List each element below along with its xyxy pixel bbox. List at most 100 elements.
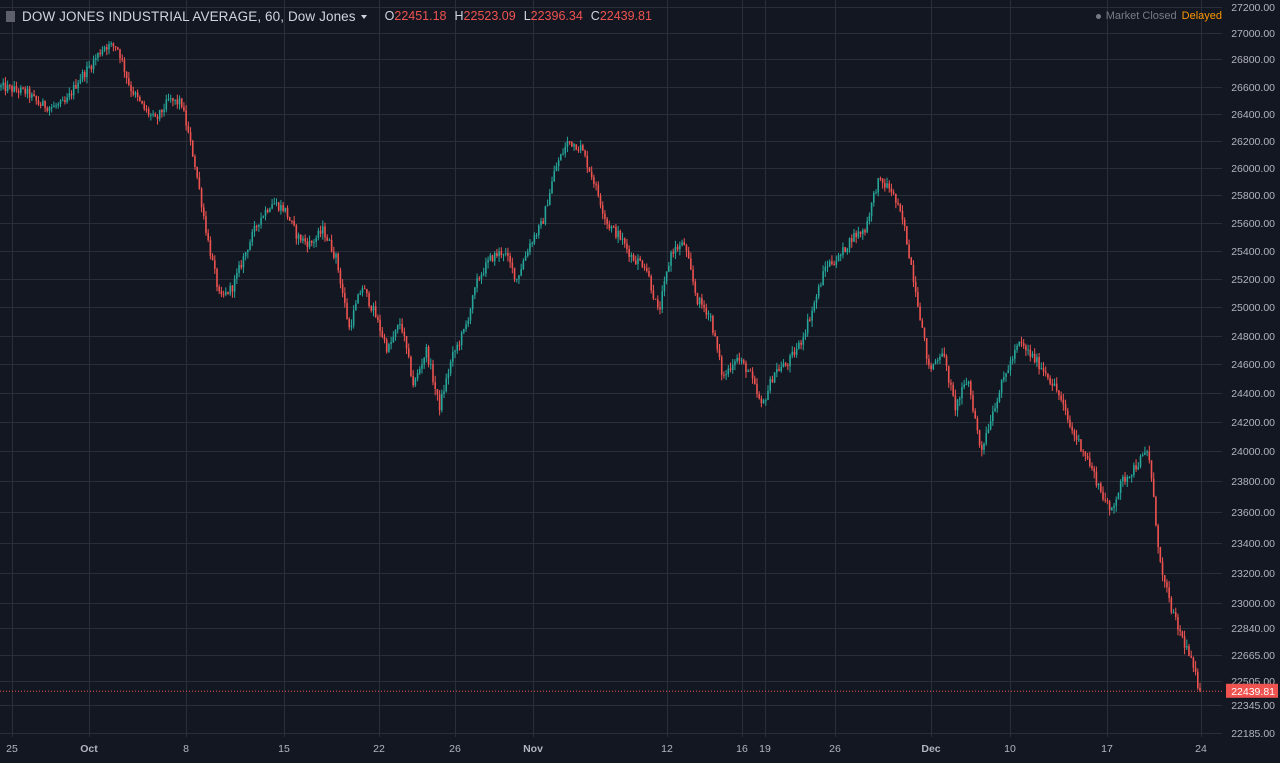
candle [969, 379, 972, 400]
x-tick-label: Nov [523, 743, 543, 755]
candle [582, 143, 584, 151]
candle [952, 381, 954, 397]
candle [502, 253, 505, 262]
price-axis[interactable]: 27200.00 27000.00 26800.00 26600.00 26400.00… [1231, 2, 1275, 740]
candle [965, 377, 968, 386]
candle [405, 335, 408, 354]
candle [683, 238, 686, 246]
candle [471, 294, 474, 314]
candle [231, 284, 234, 298]
candle [846, 247, 849, 255]
y-tick-label: 23000.00 [1231, 598, 1275, 610]
candle [586, 150, 589, 173]
candle [255, 224, 258, 232]
candle [601, 201, 604, 220]
candle [791, 346, 794, 359]
candle [848, 237, 851, 253]
candle [588, 166, 591, 172]
candle [20, 85, 22, 96]
candle [694, 278, 697, 297]
candle [90, 64, 93, 73]
candle [579, 140, 582, 154]
y-tick-label: 24600.00 [1231, 359, 1275, 371]
x-tick-label: 26 [829, 743, 841, 755]
candle [145, 105, 148, 113]
x-tick-label: 12 [661, 743, 673, 755]
candle [447, 368, 450, 385]
candle [53, 101, 55, 108]
candle [507, 247, 509, 262]
time-axis[interactable]: 25 Oct 8 15 22 26 Nov 12 16 19 26 Dec 10 17 24 [6, 743, 1207, 755]
y-tick-label: 27200.00 [1231, 2, 1275, 14]
candle [83, 69, 86, 82]
candle [787, 362, 789, 371]
candle [1181, 630, 1184, 639]
caret-down-icon[interactable] [360, 15, 367, 19]
y-tick-label: 27000.00 [1231, 28, 1275, 40]
candle [341, 279, 344, 298]
candle [112, 42, 115, 52]
candle [1163, 575, 1166, 588]
y-tick-label: 24400.00 [1231, 388, 1275, 400]
y-tick-label: 22185.00 [1231, 728, 1275, 740]
candle [141, 100, 143, 105]
candle [804, 329, 807, 340]
candle [1144, 446, 1146, 456]
candle [670, 250, 672, 272]
grid-lines [0, 0, 1222, 737]
candle [1058, 390, 1060, 400]
candle [339, 267, 342, 289]
candle [238, 260, 240, 278]
candle [399, 318, 401, 330]
candle [817, 283, 820, 300]
candle [822, 265, 824, 286]
candle [244, 251, 247, 261]
candle [220, 286, 223, 298]
candle [474, 286, 476, 300]
candle [189, 127, 192, 146]
candle [912, 260, 915, 288]
candle [24, 86, 27, 97]
candle [557, 157, 560, 172]
candle [1122, 474, 1124, 487]
candle [756, 378, 758, 398]
candle [1051, 378, 1054, 391]
candle [604, 210, 606, 225]
candle [410, 355, 412, 378]
candle [729, 362, 732, 373]
candle [917, 287, 919, 308]
candle [216, 267, 218, 292]
candle [1177, 613, 1179, 636]
symbol-title[interactable]: DOW JONES INDUSTRIAL AVERAGE, 60, Dow Jo… [22, 8, 356, 24]
x-tick-label: 24 [1195, 743, 1207, 755]
candle [906, 225, 908, 245]
candle [1038, 352, 1040, 375]
candle [94, 54, 97, 66]
candle [1190, 650, 1192, 659]
candle [795, 343, 798, 358]
candle [573, 143, 575, 151]
candle [718, 343, 721, 361]
candle [306, 237, 309, 253]
x-tick-label: 17 [1101, 743, 1113, 755]
candle [687, 246, 690, 259]
candle [511, 257, 514, 274]
candle [1075, 429, 1078, 445]
candle [575, 144, 578, 151]
candle [632, 253, 635, 262]
candle [1014, 344, 1016, 364]
candle [734, 359, 736, 371]
candle [679, 241, 681, 256]
candle [954, 389, 957, 416]
candle [445, 373, 448, 393]
candle [372, 302, 375, 317]
candle [449, 359, 452, 377]
candle [584, 149, 586, 158]
candle [800, 339, 802, 350]
candle [92, 55, 95, 74]
candle [537, 224, 540, 239]
status-dot-icon [1095, 13, 1101, 19]
candle [128, 71, 130, 87]
candle [623, 237, 626, 248]
